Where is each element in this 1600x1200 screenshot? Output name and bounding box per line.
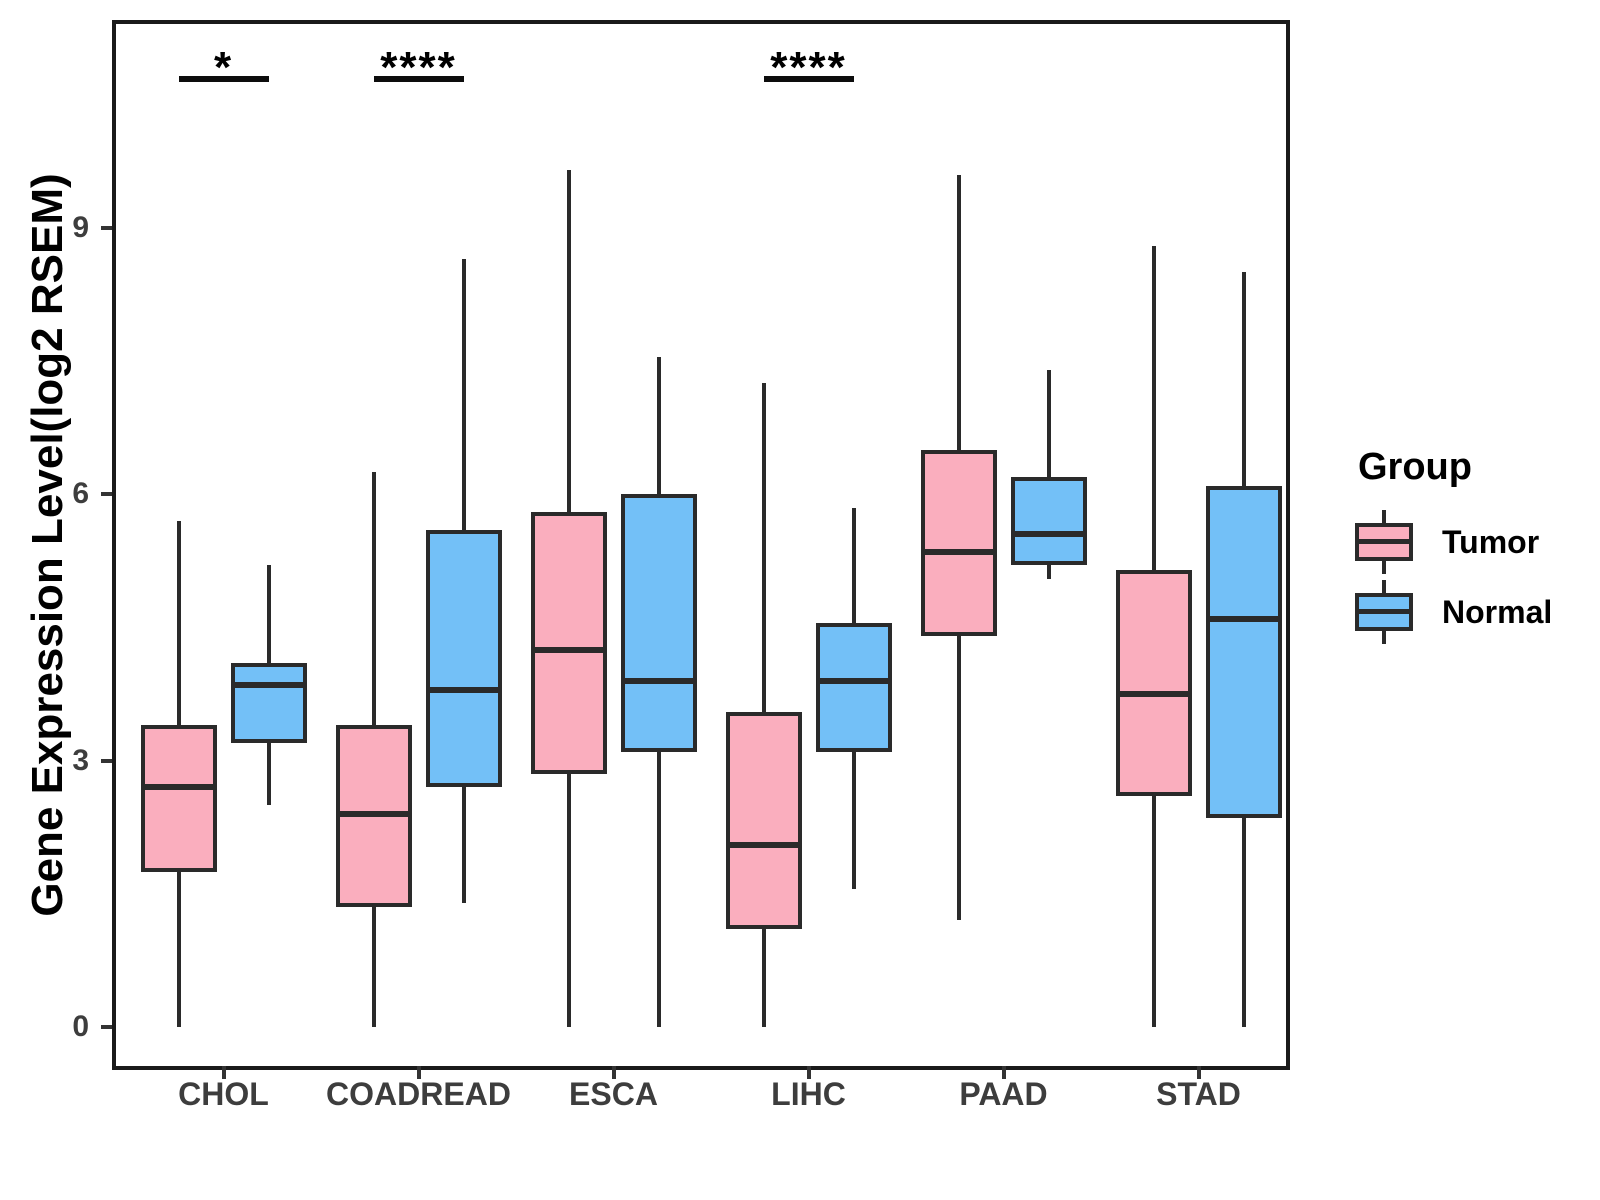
median-normal-esca [620, 677, 697, 684]
legend-label-normal: Normal [1442, 593, 1553, 630]
significance-bar-chol [178, 76, 269, 82]
whisker-normal-paad [1046, 370, 1051, 579]
legend-boxplot-glyph-tumor [1352, 510, 1416, 574]
box-normal-paad [1010, 476, 1087, 566]
y-axis-tick [101, 1025, 112, 1029]
legend-entry-normal: Normal [1352, 577, 1592, 647]
box-tumor-lihc [725, 711, 802, 930]
x-axis-tick [416, 1066, 421, 1079]
median-tumor-paad [920, 549, 997, 556]
box-normal-lihc [815, 623, 892, 752]
median-tumor-stad [1115, 691, 1192, 698]
x-axis-tick-label-stad: STAD [1156, 1076, 1241, 1112]
x-axis-tick [806, 1066, 811, 1079]
significance-bar-lihc [763, 76, 854, 82]
x-axis-tick [221, 1066, 226, 1079]
x-axis-tick [1001, 1066, 1006, 1079]
legend-title: Group [1358, 446, 1472, 488]
y-axis-title: Gene Expression Level(log2 RSEM) [23, 173, 72, 917]
x-axis-tick-label-lihc: LIHC [771, 1076, 846, 1112]
y-axis-tick-label: 0 [72, 1010, 89, 1043]
y-axis-tick-label: 6 [72, 477, 89, 511]
box-tumor-stad [1115, 569, 1192, 797]
box-tumor-esca [530, 512, 607, 774]
median-tumor-chol [140, 784, 217, 791]
box-tumor-paad [920, 449, 997, 637]
median-normal-stad [1205, 615, 1282, 622]
median-normal-coadread [425, 686, 502, 693]
significance-bar-coadread [373, 76, 464, 82]
legend: Group Tumor Normal [1352, 446, 1592, 647]
box-normal-esca [620, 494, 697, 752]
x-axis-tick-label-coadread: COADREAD [326, 1076, 511, 1112]
median-normal-paad [1010, 531, 1087, 538]
x-axis-tick-label-paad: PAAD [959, 1076, 1048, 1112]
box-tumor-chol [140, 725, 217, 872]
median-normal-chol [230, 682, 307, 689]
box-normal-stad [1205, 485, 1282, 819]
legend-glyph-median [1355, 609, 1413, 614]
y-axis-tick [101, 492, 112, 497]
y-axis-tick [101, 758, 112, 763]
whisker-tumor-lihc [761, 383, 766, 1027]
median-tumor-lihc [725, 842, 802, 849]
y-axis-tick-label: 3 [72, 743, 89, 777]
median-normal-lihc [815, 677, 892, 684]
significance-label-chol: * [213, 43, 234, 92]
plot-panel: 0 3 6 9 CHOL COADREAD ESCA LIHC PAAD STAD * **** ***… [72, 20, 1290, 1112]
significance-label-lihc: **** [770, 43, 847, 92]
median-tumor-esca [530, 646, 607, 653]
significance-label-coadread: **** [380, 43, 457, 92]
y-axis-tick-label: 9 [72, 211, 89, 245]
x-axis-tick-label-chol: CHOL [178, 1076, 269, 1112]
legend-label-tumor: Tumor [1442, 523, 1540, 560]
x-axis-tick [611, 1066, 616, 1079]
legend-boxplot-glyph-normal [1352, 580, 1416, 644]
legend-entry-tumor: Tumor [1352, 507, 1592, 577]
box-normal-coadread [425, 529, 502, 788]
median-tumor-coadread [335, 810, 412, 817]
box-normal-chol [230, 663, 307, 743]
y-axis-tick [101, 226, 112, 231]
legend-glyph-median [1355, 539, 1413, 544]
x-axis-tick-label-esca: ESCA [569, 1076, 658, 1112]
x-axis-tick [1196, 1066, 1201, 1079]
